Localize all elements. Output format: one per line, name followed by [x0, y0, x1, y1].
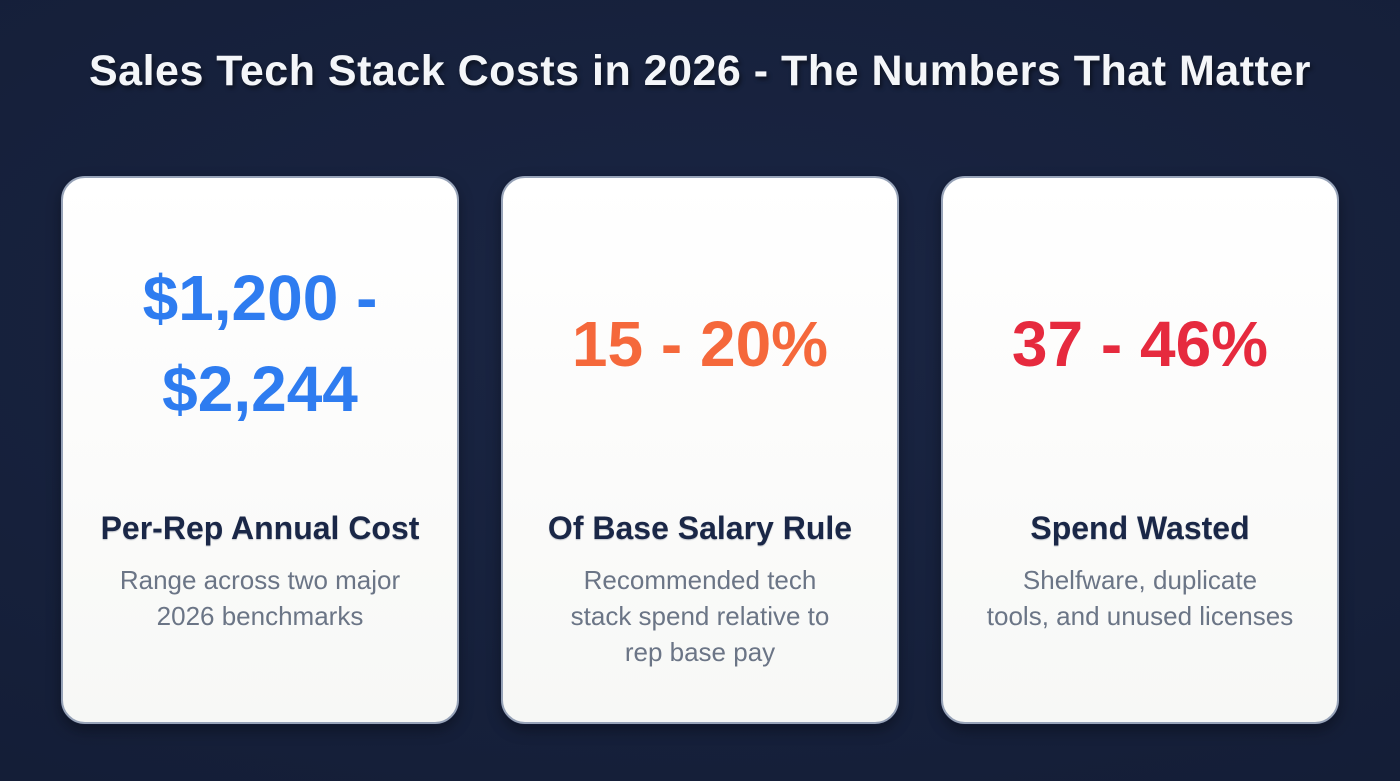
stat-value-base-salary-rule: 15 - 20%	[571, 307, 829, 380]
stat-value-per-rep-cost: $1,200 - $2,244	[142, 262, 378, 425]
stat-cards-row: $1,200 - $2,244 Per-Rep Annual Cost Rang…	[0, 176, 1400, 724]
stat-heading-spend-wasted: Spend Wasted	[1030, 510, 1250, 546]
stat-card-per-rep-annual-cost: $1,200 - $2,244 Per-Rep Annual Cost Rang…	[61, 176, 459, 724]
stat-heading-per-rep-cost: Per-Rep Annual Cost	[100, 510, 420, 546]
stat-value-area: 37 - 46%	[961, 178, 1319, 510]
stat-heading-base-salary-rule: Of Base Salary Rule	[547, 510, 853, 546]
stat-value-area: $1,200 - $2,244	[81, 178, 439, 510]
stat-value-spend-wasted: 37 - 46%	[1011, 307, 1269, 380]
stat-description-spend-wasted: Shelfware, duplicate tools, and unused l…	[986, 565, 1294, 631]
stat-value-area: 15 - 20%	[521, 178, 879, 510]
stat-description-per-rep-cost: Range across two major 2026 benchmarks	[119, 565, 401, 631]
stat-description-base-salary-rule: Recommended tech stack spend relative to…	[570, 565, 830, 667]
page-title: Sales Tech Stack Costs in 2026 - The Num…	[88, 47, 1312, 95]
stat-card-spend-wasted: 37 - 46% Spend Wasted Shelfware, duplica…	[941, 176, 1339, 724]
stat-card-base-salary-rule: 15 - 20% Of Base Salary Rule Recommended…	[501, 176, 899, 724]
